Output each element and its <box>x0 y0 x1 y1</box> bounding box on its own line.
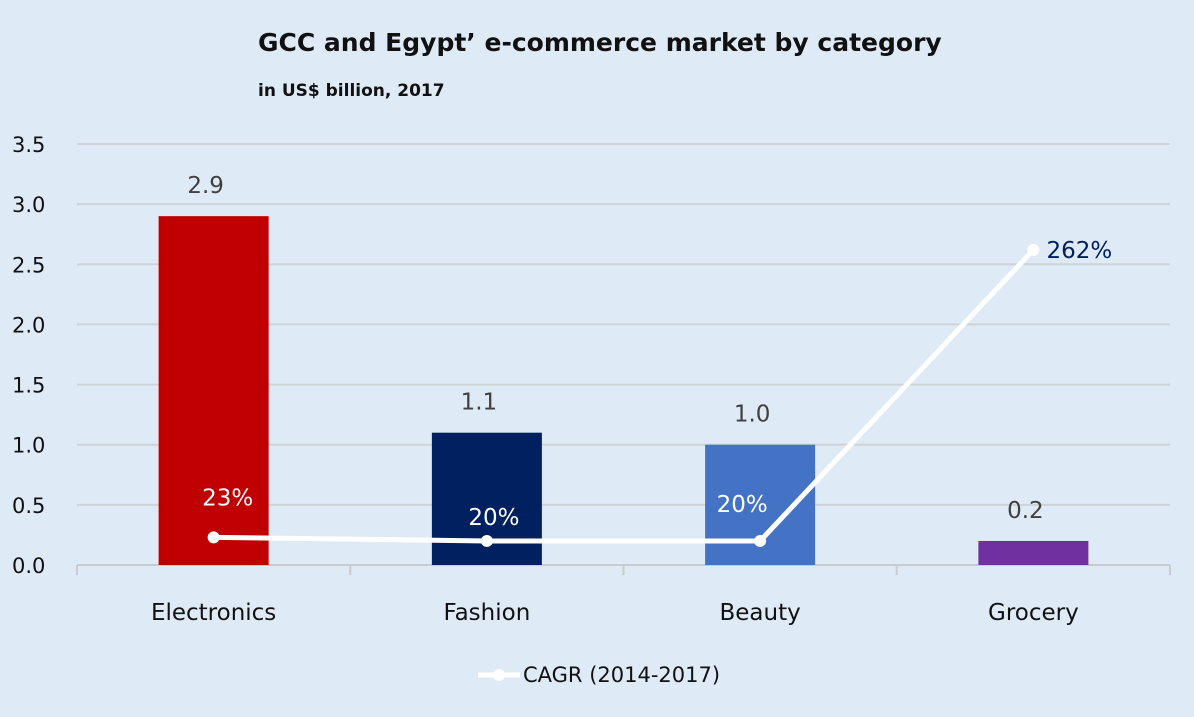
y-tick-label: 1.5 <box>12 374 45 398</box>
bar-value-label: 0.2 <box>1007 498 1044 524</box>
category-label: Grocery <box>988 600 1079 626</box>
y-tick-label: 3.5 <box>12 133 45 157</box>
cagr-label: 20% <box>717 492 768 518</box>
category-label: Fashion <box>443 600 530 626</box>
legend-label: CAGR (2014-2017) <box>523 663 720 687</box>
bar-value-label: 1.1 <box>461 390 498 416</box>
cagr-point <box>754 534 767 547</box>
cagr-point <box>480 534 493 547</box>
cagr-label: 23% <box>202 485 253 511</box>
bar-value-label: 1.0 <box>734 402 771 428</box>
cagr-label: 20% <box>468 505 519 531</box>
cagr-point <box>1027 243 1040 256</box>
category-label: Beauty <box>720 600 801 626</box>
bar-value-label: 2.9 <box>187 173 224 199</box>
cagr-label: 262% <box>1046 238 1112 264</box>
category-label: Electronics <box>151 600 276 626</box>
legend-marker-icon <box>493 669 505 681</box>
chart-title: GCC and Egypt’ e-commerce market by cate… <box>258 28 942 57</box>
y-tick-label: 0.5 <box>12 494 45 518</box>
y-tick-label: 1.0 <box>12 434 45 458</box>
y-tick-label: 0.0 <box>12 554 45 578</box>
y-tick-label: 3.0 <box>12 193 45 217</box>
chart-subtitle: in US$ billion, 2017 <box>258 81 445 101</box>
bar-electronics <box>158 216 269 565</box>
y-tick-label: 2.5 <box>12 253 45 277</box>
cagr-line <box>213 248 1036 544</box>
bar-grocery <box>978 540 1089 565</box>
y-tick-label: 2.0 <box>12 313 45 337</box>
cagr-point <box>207 531 220 544</box>
